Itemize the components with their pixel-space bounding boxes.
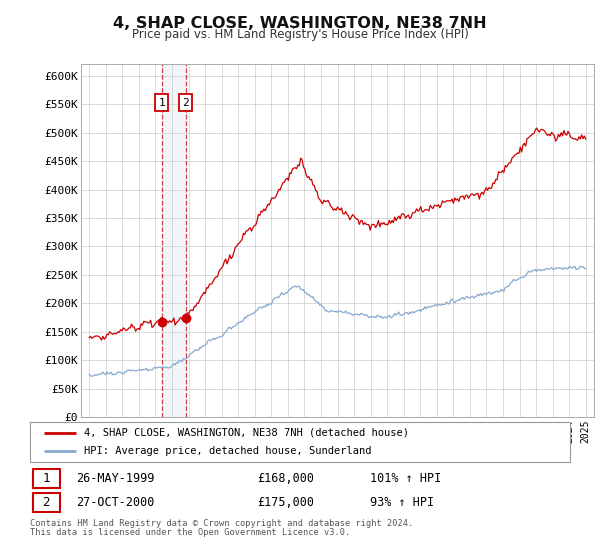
Text: 2: 2 <box>43 496 50 510</box>
Text: £175,000: £175,000 <box>257 496 314 510</box>
FancyBboxPatch shape <box>30 422 570 462</box>
Text: Price paid vs. HM Land Registry's House Price Index (HPI): Price paid vs. HM Land Registry's House … <box>131 28 469 41</box>
Text: HPI: Average price, detached house, Sunderland: HPI: Average price, detached house, Sund… <box>84 446 371 456</box>
Text: 101% ↑ HPI: 101% ↑ HPI <box>370 472 442 486</box>
Text: 1: 1 <box>158 97 165 108</box>
Text: This data is licensed under the Open Government Licence v3.0.: This data is licensed under the Open Gov… <box>30 528 350 537</box>
FancyBboxPatch shape <box>33 469 60 488</box>
Text: 27-OCT-2000: 27-OCT-2000 <box>76 496 154 510</box>
Text: 1: 1 <box>43 472 50 486</box>
Text: 4, SHAP CLOSE, WASHINGTON, NE38 7NH (detached house): 4, SHAP CLOSE, WASHINGTON, NE38 7NH (det… <box>84 428 409 437</box>
Text: £168,000: £168,000 <box>257 472 314 486</box>
Text: 2: 2 <box>182 97 189 108</box>
Text: 26-MAY-1999: 26-MAY-1999 <box>76 472 154 486</box>
Text: Contains HM Land Registry data © Crown copyright and database right 2024.: Contains HM Land Registry data © Crown c… <box>30 519 413 528</box>
Text: 93% ↑ HPI: 93% ↑ HPI <box>370 496 434 510</box>
FancyBboxPatch shape <box>33 493 60 512</box>
Bar <box>162 64 186 417</box>
Text: 4, SHAP CLOSE, WASHINGTON, NE38 7NH: 4, SHAP CLOSE, WASHINGTON, NE38 7NH <box>113 16 487 31</box>
